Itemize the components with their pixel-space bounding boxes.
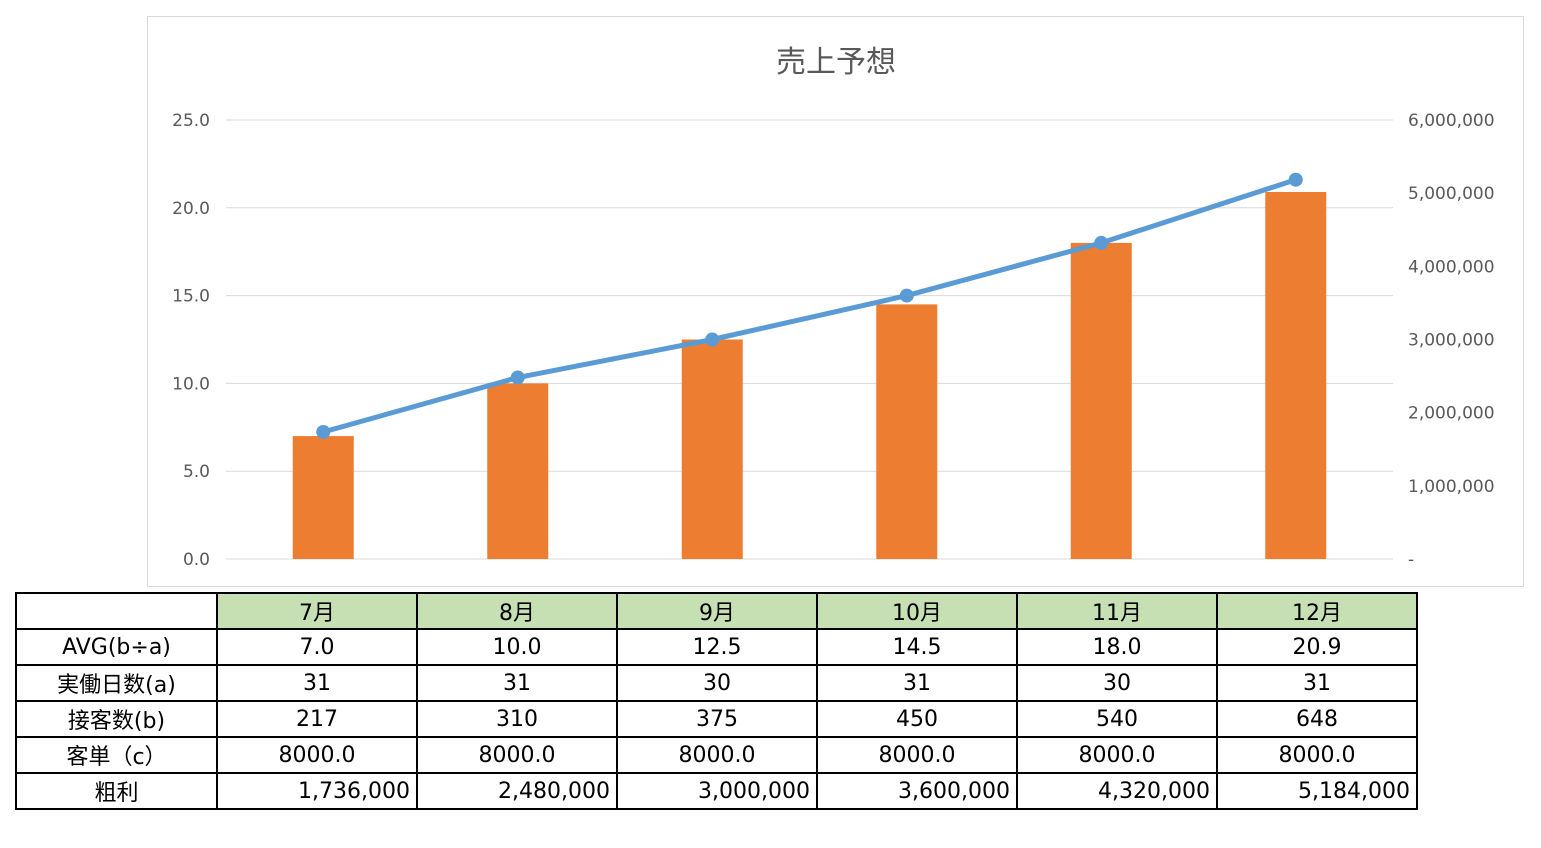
bar <box>876 304 938 559</box>
month-header: 9月 <box>616 592 818 630</box>
row-label: 客単（c） <box>15 736 218 774</box>
line-point <box>1288 172 1303 187</box>
bar <box>681 339 743 559</box>
table-cell: 30 <box>616 664 818 702</box>
bar-series <box>292 191 1327 560</box>
line-point <box>899 288 914 303</box>
table-cell: 3,000,000 <box>616 772 818 810</box>
right-tick-label: 2,000,000 <box>1408 404 1495 424</box>
month-header: 10月 <box>816 592 1018 630</box>
table-cell: 31 <box>216 664 418 702</box>
table-cell: 5,184,000 <box>1216 772 1418 810</box>
table-cell: 540 <box>1016 700 1218 738</box>
table-cell: 12.5 <box>616 628 818 666</box>
right-tick-label: 1,000,000 <box>1408 477 1495 497</box>
series-line <box>322 177 1297 435</box>
table-cell: 7.0 <box>216 628 418 666</box>
table-cell: 10.0 <box>416 628 618 666</box>
right-axis: - 1,000,000 2,000,000 3,000,000 4,000,000 5,0… <box>1408 111 1495 570</box>
left-tick-label: 5.0 <box>183 462 210 482</box>
table-cell: 8000.0 <box>616 736 818 774</box>
table-corner <box>15 592 218 630</box>
line-point <box>1094 235 1109 250</box>
bar <box>487 383 549 559</box>
right-tick-label: 6,000,000 <box>1408 111 1495 131</box>
table-cell: 648 <box>1216 700 1418 738</box>
left-tick-label: 10.0 <box>172 374 210 394</box>
left-axis: 0.0 5.0 10.0 15.0 20.0 25.0 <box>172 111 210 570</box>
table-cell: 375 <box>616 700 818 738</box>
table-cell: 8000.0 <box>1216 736 1418 774</box>
left-tick-label: 25.0 <box>172 111 210 131</box>
table-cell: 3,600,000 <box>816 772 1018 810</box>
right-tick-label: 4,000,000 <box>1408 257 1495 277</box>
table-cell: 20.9 <box>1216 628 1418 666</box>
table-cell: 310 <box>416 700 618 738</box>
row-label: 接客数(b) <box>15 700 218 738</box>
right-tick-label: - <box>1408 550 1414 570</box>
table-cell: 8000.0 <box>1016 736 1218 774</box>
chart-title: 売上予想 <box>776 45 896 80</box>
right-tick-label: 3,000,000 <box>1408 331 1495 351</box>
table-row: AVG(b÷a) 7.0 10.0 12.5 14.5 18.0 20.9 <box>15 628 1418 666</box>
bar <box>292 436 354 559</box>
data-table: 7月 8月 9月 10月 11月 12月 AVG(b÷a) 7.0 10.0 12.5 14.5 18… <box>15 592 1418 810</box>
right-tick-label: 5,000,000 <box>1408 184 1495 204</box>
chart-svg: 売上予想 0.0 5.0 10.0 15.0 20.0 25.0 - 1,000,000 2,… <box>172 45 1495 570</box>
table-cell: 8000.0 <box>416 736 618 774</box>
table-row: 粗利 1,736,000 2,480,000 3,000,000 3,600,000 4,… <box>15 772 1418 810</box>
table-header-row: 7月 8月 9月 10月 11月 12月 <box>15 592 1418 630</box>
row-label: 粗利 <box>15 772 218 810</box>
table-cell: 8000.0 <box>816 736 1018 774</box>
table-cell: 450 <box>816 700 1018 738</box>
chart-area: 売上予想 0.0 5.0 10.0 15.0 20.0 25.0 - 1,000,000 2,… <box>147 16 1524 587</box>
table-cell: 31 <box>416 664 618 702</box>
month-header: 12月 <box>1216 592 1418 630</box>
table-cell: 30 <box>1016 664 1218 702</box>
left-tick-label: 0.0 <box>183 550 210 570</box>
table-cell: 31 <box>816 664 1018 702</box>
left-tick-label: 15.0 <box>172 287 210 307</box>
table-row: 客単（c） 8000.0 8000.0 8000.0 8000.0 8000.0 8000.… <box>15 736 1418 774</box>
line-point <box>316 424 331 439</box>
table-cell: 2,480,000 <box>416 772 618 810</box>
table-row: 接客数(b) 217 310 375 450 540 648 <box>15 700 1418 738</box>
line-point <box>705 332 720 347</box>
table-cell: 4,320,000 <box>1016 772 1218 810</box>
gridlines <box>226 119 1393 560</box>
table-row: 実働日数(a) 31 31 30 31 30 31 <box>15 664 1418 702</box>
line-point <box>510 370 525 385</box>
row-label: 実働日数(a) <box>15 664 218 702</box>
month-header: 7月 <box>216 592 418 630</box>
table-cell: 8000.0 <box>216 736 418 774</box>
month-header: 11月 <box>1016 592 1218 630</box>
table-cell: 1,736,000 <box>216 772 418 810</box>
table-cell: 217 <box>216 700 418 738</box>
table-cell: 18.0 <box>1016 628 1218 666</box>
table-cell: 14.5 <box>816 628 1018 666</box>
left-tick-label: 20.0 <box>172 199 210 219</box>
month-header: 8月 <box>416 592 618 630</box>
table-cell: 31 <box>1216 664 1418 702</box>
row-label: AVG(b÷a) <box>15 628 218 666</box>
line-series <box>316 172 1303 439</box>
bar <box>1070 242 1132 560</box>
bar <box>1265 191 1327 559</box>
